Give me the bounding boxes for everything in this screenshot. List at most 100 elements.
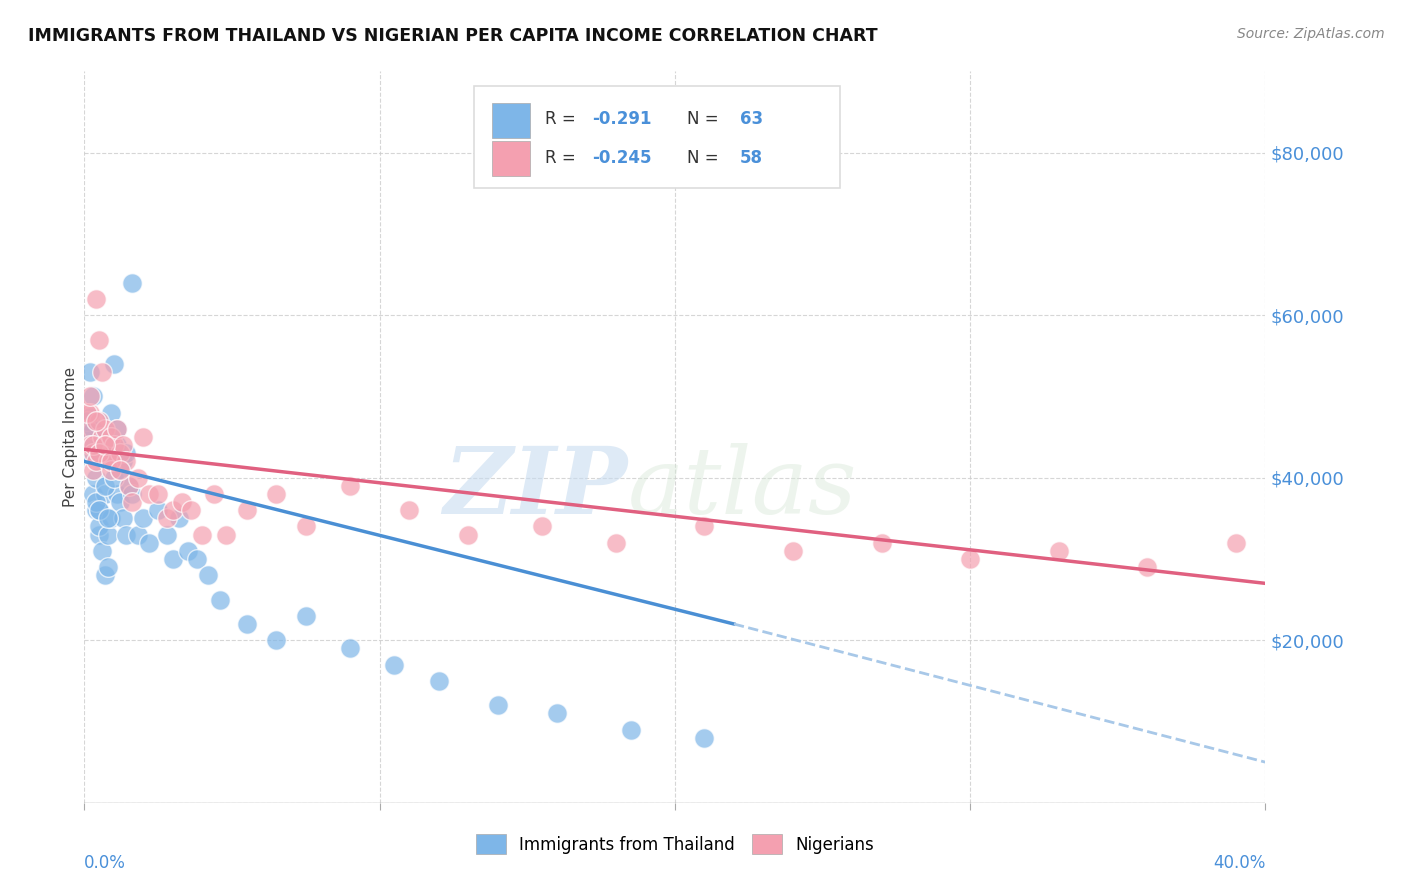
Point [127, 527, 149, 541]
Point [87, 414, 111, 428]
Point [114, 454, 136, 468]
Text: 0.0%: 0.0% [84, 854, 127, 872]
Point [79, 365, 101, 379]
Point [156, 527, 179, 541]
Point [82, 462, 104, 476]
Point [87, 446, 111, 460]
Point [693, 731, 716, 745]
Point [959, 552, 981, 566]
Point [82, 422, 104, 436]
Point [84, 471, 107, 485]
Point [339, 479, 361, 493]
FancyBboxPatch shape [474, 86, 841, 188]
Point [84, 414, 107, 428]
Point [87, 527, 111, 541]
Point [114, 446, 136, 460]
Point [191, 527, 214, 541]
Bar [492, 141, 530, 176]
Point [100, 406, 122, 420]
Point [266, 487, 288, 501]
Point [782, 544, 804, 558]
Point [97, 527, 120, 541]
Text: N =: N = [686, 110, 724, 128]
Point [121, 495, 143, 509]
Point [82, 438, 104, 452]
Text: 40.0%: 40.0% [1213, 854, 1265, 872]
Point [148, 503, 170, 517]
Point [138, 535, 160, 549]
Text: -0.291: -0.291 [592, 110, 652, 128]
Point [1225, 535, 1247, 549]
Point [546, 706, 568, 721]
Point [100, 454, 122, 468]
Point [91, 430, 114, 444]
Point [295, 608, 318, 623]
Point [97, 560, 120, 574]
Point [91, 544, 114, 558]
Point [84, 495, 107, 509]
Point [177, 544, 200, 558]
Point [114, 527, 136, 541]
Text: -0.245: -0.245 [592, 149, 652, 167]
Text: 63: 63 [740, 110, 763, 128]
Point [427, 673, 450, 688]
Point [162, 503, 184, 517]
Point [1047, 544, 1070, 558]
Point [91, 430, 114, 444]
Point [108, 495, 131, 509]
Point [103, 471, 125, 485]
Point [87, 519, 111, 533]
Point [186, 552, 208, 566]
Point [605, 535, 627, 549]
Point [100, 454, 122, 468]
Point [76, 414, 98, 428]
Point [103, 438, 125, 452]
Point [91, 430, 114, 444]
Text: Source: ZipAtlas.com: Source: ZipAtlas.com [1237, 27, 1385, 41]
Text: 58: 58 [740, 149, 763, 167]
Point [79, 438, 101, 452]
Point [118, 479, 141, 493]
Point [94, 438, 117, 452]
Point [295, 519, 318, 533]
Point [170, 495, 193, 509]
Point [132, 430, 155, 444]
Point [94, 438, 117, 452]
Point [111, 438, 134, 452]
Point [162, 552, 184, 566]
Point [87, 503, 111, 517]
Point [486, 698, 509, 713]
Text: IMMIGRANTS FROM THAILAND VS NIGERIAN PER CAPITA INCOME CORRELATION CHART: IMMIGRANTS FROM THAILAND VS NIGERIAN PER… [28, 27, 877, 45]
Point [127, 471, 149, 485]
Point [105, 487, 128, 501]
Point [339, 641, 361, 656]
Point [111, 454, 134, 468]
Point [132, 511, 155, 525]
Point [97, 454, 120, 468]
Text: R =: R = [546, 110, 581, 128]
Point [202, 487, 225, 501]
Point [82, 487, 104, 501]
Point [197, 568, 219, 582]
Point [94, 479, 117, 493]
Point [457, 527, 479, 541]
Point [215, 527, 238, 541]
Point [84, 454, 107, 468]
Point [105, 422, 128, 436]
Point [76, 422, 98, 436]
Text: N =: N = [686, 149, 724, 167]
Point [1136, 560, 1159, 574]
Point [87, 503, 111, 517]
Point [236, 617, 259, 632]
Point [100, 511, 122, 525]
Point [79, 409, 101, 424]
Point [148, 487, 170, 501]
Point [398, 503, 420, 517]
Point [138, 487, 160, 501]
Point [79, 446, 101, 460]
Point [167, 511, 190, 525]
Point [100, 462, 122, 476]
Point [156, 511, 179, 525]
Point [266, 633, 288, 648]
Point [236, 503, 259, 517]
